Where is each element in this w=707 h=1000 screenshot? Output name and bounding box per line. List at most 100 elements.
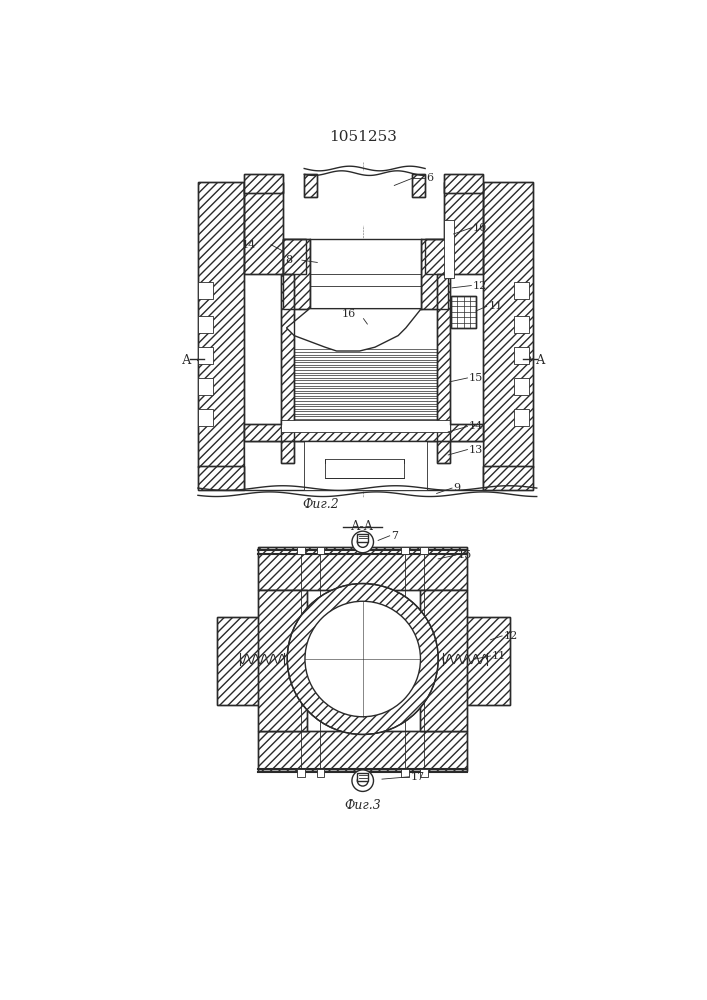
- Bar: [283, 239, 305, 274]
- Bar: [514, 347, 529, 364]
- Bar: [317, 769, 325, 777]
- Bar: [444, 174, 483, 193]
- Bar: [304, 174, 317, 197]
- Text: 11: 11: [492, 651, 506, 661]
- Bar: [297, 547, 305, 554]
- Bar: [444, 182, 483, 274]
- Bar: [451, 296, 476, 328]
- Bar: [412, 174, 425, 197]
- Bar: [483, 466, 533, 490]
- Circle shape: [357, 537, 368, 547]
- Bar: [402, 547, 409, 554]
- Bar: [258, 731, 467, 771]
- Bar: [483, 466, 533, 490]
- Bar: [198, 316, 214, 333]
- Text: 12: 12: [473, 281, 487, 291]
- Polygon shape: [286, 309, 421, 351]
- Bar: [304, 441, 428, 490]
- Bar: [514, 409, 529, 426]
- Bar: [483, 182, 533, 466]
- Bar: [317, 171, 412, 225]
- Text: А: А: [182, 354, 191, 367]
- Bar: [198, 282, 214, 299]
- Text: Фиг.3: Фиг.3: [344, 799, 381, 812]
- Bar: [357, 534, 368, 542]
- Text: Фиг.2: Фиг.2: [303, 498, 339, 512]
- Bar: [514, 282, 529, 299]
- Bar: [198, 182, 244, 466]
- Text: А-А: А-А: [351, 520, 374, 533]
- Bar: [514, 378, 529, 395]
- Circle shape: [357, 775, 368, 786]
- Bar: [198, 378, 214, 395]
- Bar: [283, 239, 310, 309]
- Bar: [421, 239, 448, 309]
- Bar: [244, 182, 283, 274]
- Bar: [412, 174, 425, 197]
- Text: А: А: [536, 354, 545, 367]
- Circle shape: [352, 531, 373, 553]
- Text: 6: 6: [426, 173, 434, 183]
- Bar: [244, 424, 483, 441]
- Bar: [281, 274, 294, 463]
- Bar: [244, 424, 483, 441]
- Bar: [217, 617, 283, 705]
- Bar: [444, 617, 510, 705]
- Bar: [420, 590, 467, 731]
- Text: 8: 8: [285, 255, 292, 265]
- Bar: [402, 769, 409, 777]
- Bar: [297, 769, 305, 777]
- Bar: [425, 239, 448, 274]
- Bar: [421, 769, 428, 777]
- Bar: [483, 182, 533, 466]
- Bar: [281, 420, 450, 432]
- Bar: [258, 547, 467, 590]
- Bar: [258, 590, 308, 731]
- Bar: [444, 174, 483, 193]
- Text: 10: 10: [473, 223, 487, 233]
- Bar: [437, 274, 450, 463]
- Circle shape: [287, 584, 438, 734]
- Text: 14: 14: [242, 240, 256, 250]
- Text: 12: 12: [503, 631, 518, 641]
- Bar: [420, 590, 467, 731]
- Text: 9: 9: [454, 483, 461, 493]
- Bar: [283, 239, 448, 424]
- Text: 16: 16: [341, 309, 356, 319]
- Bar: [444, 617, 510, 705]
- Bar: [198, 347, 214, 364]
- Text: 17: 17: [411, 772, 425, 782]
- Circle shape: [305, 601, 421, 717]
- Bar: [425, 239, 448, 274]
- Bar: [198, 466, 244, 490]
- Bar: [258, 590, 308, 731]
- Circle shape: [352, 770, 373, 791]
- Bar: [451, 296, 476, 328]
- Text: 11: 11: [489, 301, 503, 311]
- Bar: [281, 274, 294, 463]
- Bar: [444, 220, 454, 278]
- Bar: [357, 773, 368, 781]
- Bar: [437, 274, 450, 463]
- Bar: [198, 466, 244, 490]
- Text: 7: 7: [391, 531, 398, 541]
- Bar: [244, 441, 483, 490]
- Text: 15: 15: [469, 373, 483, 383]
- Text: 13: 13: [469, 445, 483, 455]
- Bar: [198, 409, 214, 426]
- Bar: [198, 182, 244, 466]
- Bar: [258, 547, 467, 590]
- Bar: [514, 316, 529, 333]
- Bar: [244, 174, 283, 193]
- Bar: [283, 239, 305, 274]
- Bar: [258, 731, 467, 771]
- Bar: [244, 174, 283, 193]
- Bar: [325, 459, 404, 478]
- Bar: [421, 239, 448, 309]
- Bar: [310, 239, 421, 309]
- Bar: [317, 547, 325, 554]
- Text: 15: 15: [457, 550, 472, 560]
- Bar: [304, 174, 317, 197]
- Bar: [283, 239, 310, 309]
- Text: 14: 14: [469, 421, 483, 431]
